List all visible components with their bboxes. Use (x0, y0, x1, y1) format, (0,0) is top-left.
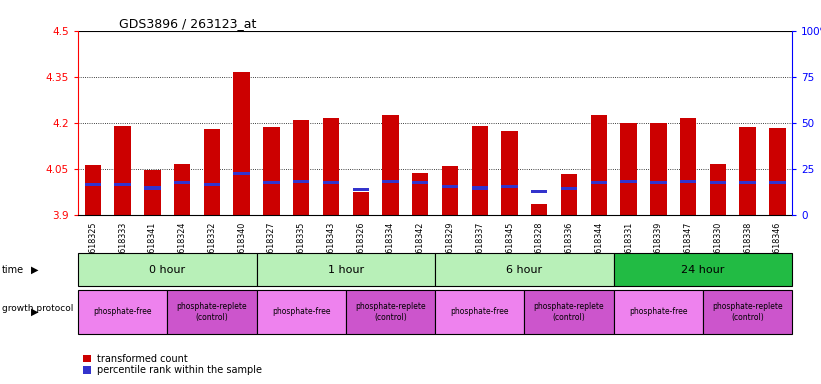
Bar (144, 187, 161, 190)
Bar (709, 164, 726, 215)
Bar (144, 170, 161, 215)
Bar (78, 253, 257, 286)
Bar (621, 180, 637, 184)
Bar (412, 181, 429, 184)
Bar (740, 127, 756, 215)
Bar (257, 253, 435, 286)
Bar (352, 192, 369, 215)
Bar (680, 180, 696, 184)
Bar (264, 181, 280, 184)
Bar (614, 290, 703, 334)
Bar (769, 128, 786, 215)
Bar (293, 180, 310, 184)
Bar (83, 355, 91, 362)
Bar (85, 184, 101, 187)
Text: ▶: ▶ (31, 307, 39, 317)
Text: phosphate-replete
(control): phosphate-replete (control) (534, 302, 604, 322)
Bar (78, 290, 167, 334)
Bar (531, 204, 548, 215)
Bar (352, 188, 369, 191)
Text: 0 hour: 0 hour (149, 265, 186, 275)
Text: phosphate-free: phosphate-free (94, 308, 152, 316)
Bar (174, 164, 190, 215)
Bar (531, 190, 548, 193)
Bar (525, 290, 614, 334)
Text: percentile rank within the sample: percentile rank within the sample (97, 365, 262, 375)
Bar (323, 118, 339, 215)
Text: ▶: ▶ (31, 265, 39, 275)
Text: 6 hour: 6 hour (507, 265, 543, 275)
Bar (561, 174, 577, 215)
Bar (435, 290, 525, 334)
Text: 24 hour: 24 hour (681, 265, 725, 275)
Bar (561, 187, 577, 190)
Bar (502, 185, 518, 188)
Bar (233, 72, 250, 215)
Text: phosphate-free: phosphate-free (629, 308, 688, 316)
Text: phosphate-free: phosphate-free (451, 308, 509, 316)
Bar (471, 126, 488, 215)
Bar (233, 172, 250, 175)
Text: transformed count: transformed count (97, 354, 188, 364)
Text: phosphate-replete
(control): phosphate-replete (control) (713, 302, 783, 322)
Bar (502, 131, 518, 215)
Bar (114, 126, 131, 215)
Bar (204, 184, 220, 187)
Text: phosphate-replete
(control): phosphate-replete (control) (355, 302, 426, 322)
Text: 1 hour: 1 hour (328, 265, 364, 275)
Text: GDS3896 / 263123_at: GDS3896 / 263123_at (119, 17, 256, 30)
Bar (471, 187, 488, 190)
Bar (293, 120, 310, 215)
Bar (740, 181, 756, 184)
Bar (346, 290, 435, 334)
Bar (114, 184, 131, 187)
Bar (323, 181, 339, 184)
Text: time: time (2, 265, 24, 275)
Bar (83, 366, 91, 374)
Bar (650, 123, 667, 215)
Bar (680, 118, 696, 215)
Bar (442, 185, 458, 188)
Bar (383, 180, 399, 183)
Bar (650, 181, 667, 184)
Bar (412, 173, 429, 215)
Bar (709, 181, 726, 184)
Bar (703, 290, 792, 334)
Bar (590, 115, 607, 215)
Bar (85, 165, 101, 215)
Bar (614, 253, 792, 286)
Bar (174, 181, 190, 184)
Bar (442, 166, 458, 215)
Text: phosphate-free: phosphate-free (272, 308, 331, 316)
Bar (769, 181, 786, 184)
Bar (590, 181, 607, 184)
Bar (383, 115, 399, 215)
Bar (257, 290, 346, 334)
Bar (621, 123, 637, 215)
Text: phosphate-replete
(control): phosphate-replete (control) (177, 302, 247, 322)
Bar (167, 290, 257, 334)
Bar (204, 129, 220, 215)
Text: growth protocol: growth protocol (2, 304, 73, 313)
Bar (264, 127, 280, 215)
Bar (435, 253, 614, 286)
